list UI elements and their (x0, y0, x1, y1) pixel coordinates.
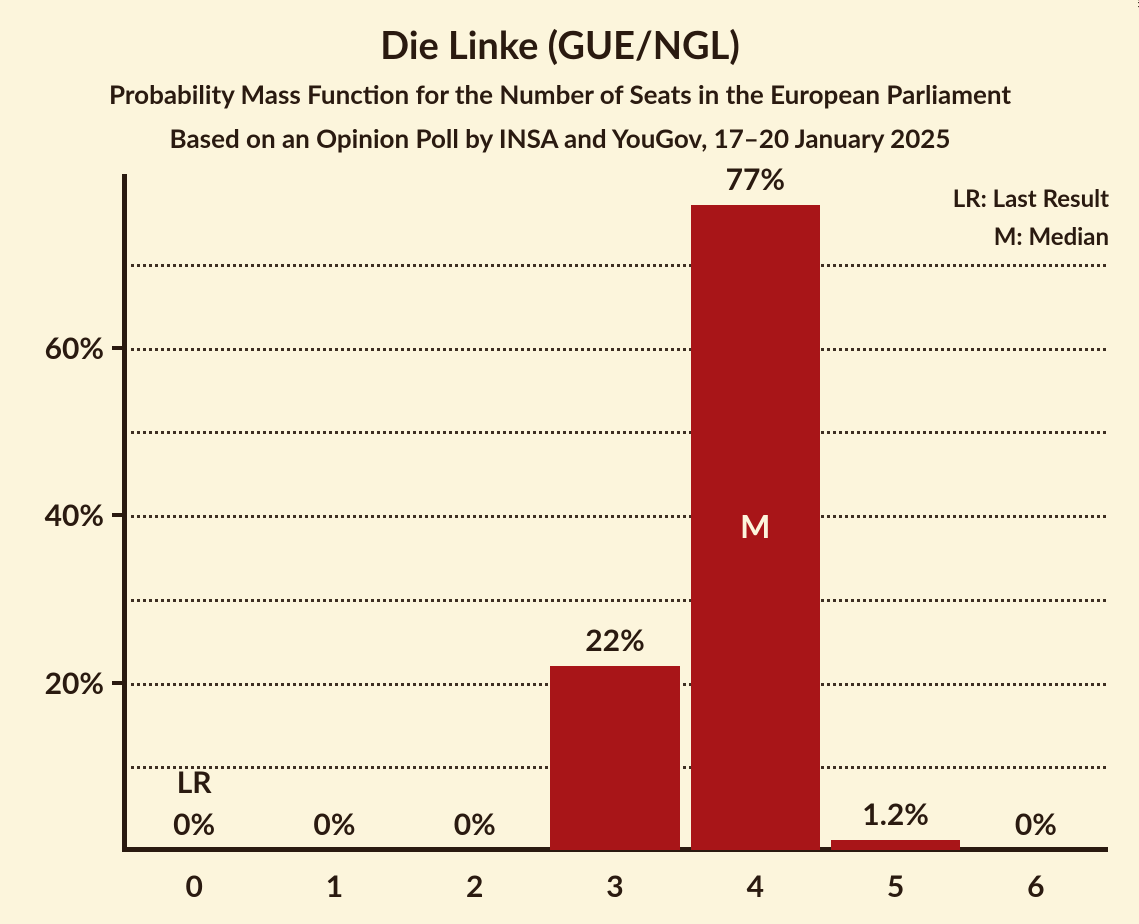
gridline-minor (124, 264, 1106, 267)
bar-value-label: 0% (264, 806, 404, 842)
bar-value-label: 77% (685, 161, 825, 197)
x-axis-label: 1 (264, 868, 404, 904)
x-axis-label: 5 (825, 868, 965, 904)
bar (550, 666, 679, 850)
median-marker: M (691, 506, 820, 545)
y-axis-label: 60% (0, 330, 104, 366)
bar-value-label: 22% (545, 622, 685, 658)
y-axis (122, 174, 127, 850)
y-axis-label: 20% (0, 665, 104, 701)
copyright-text: © 2025 Filip van Laenen (1135, 0, 1139, 8)
bar-value-label: 1.2% (825, 796, 965, 832)
bar-value-label: 0% (405, 806, 545, 842)
x-axis-label: 6 (966, 868, 1106, 904)
bar-value-label: 0% (124, 806, 264, 842)
bar-value-label: 0% (966, 806, 1106, 842)
last-result-marker: LR (124, 764, 264, 800)
gridline-minor (124, 599, 1106, 602)
x-axis-label: 4 (685, 868, 825, 904)
plot-area: 0%LR0%0%22%77%M1.2%0% (124, 180, 1106, 850)
x-axis-label: 3 (545, 868, 685, 904)
gridline-major (124, 515, 1106, 518)
gridline-major (124, 348, 1106, 351)
x-axis-label: 0 (124, 868, 264, 904)
y-axis-label: 40% (0, 497, 104, 533)
chart-title: Die Linke (GUE/NGL) (0, 22, 1120, 68)
gridline-minor (124, 431, 1106, 434)
bar (831, 840, 960, 850)
chart-subtitle-1: Probability Mass Function for the Number… (0, 78, 1120, 110)
x-axis-label: 2 (405, 868, 545, 904)
chart-subtitle-2: Based on an Opinion Poll by INSA and You… (0, 122, 1120, 154)
